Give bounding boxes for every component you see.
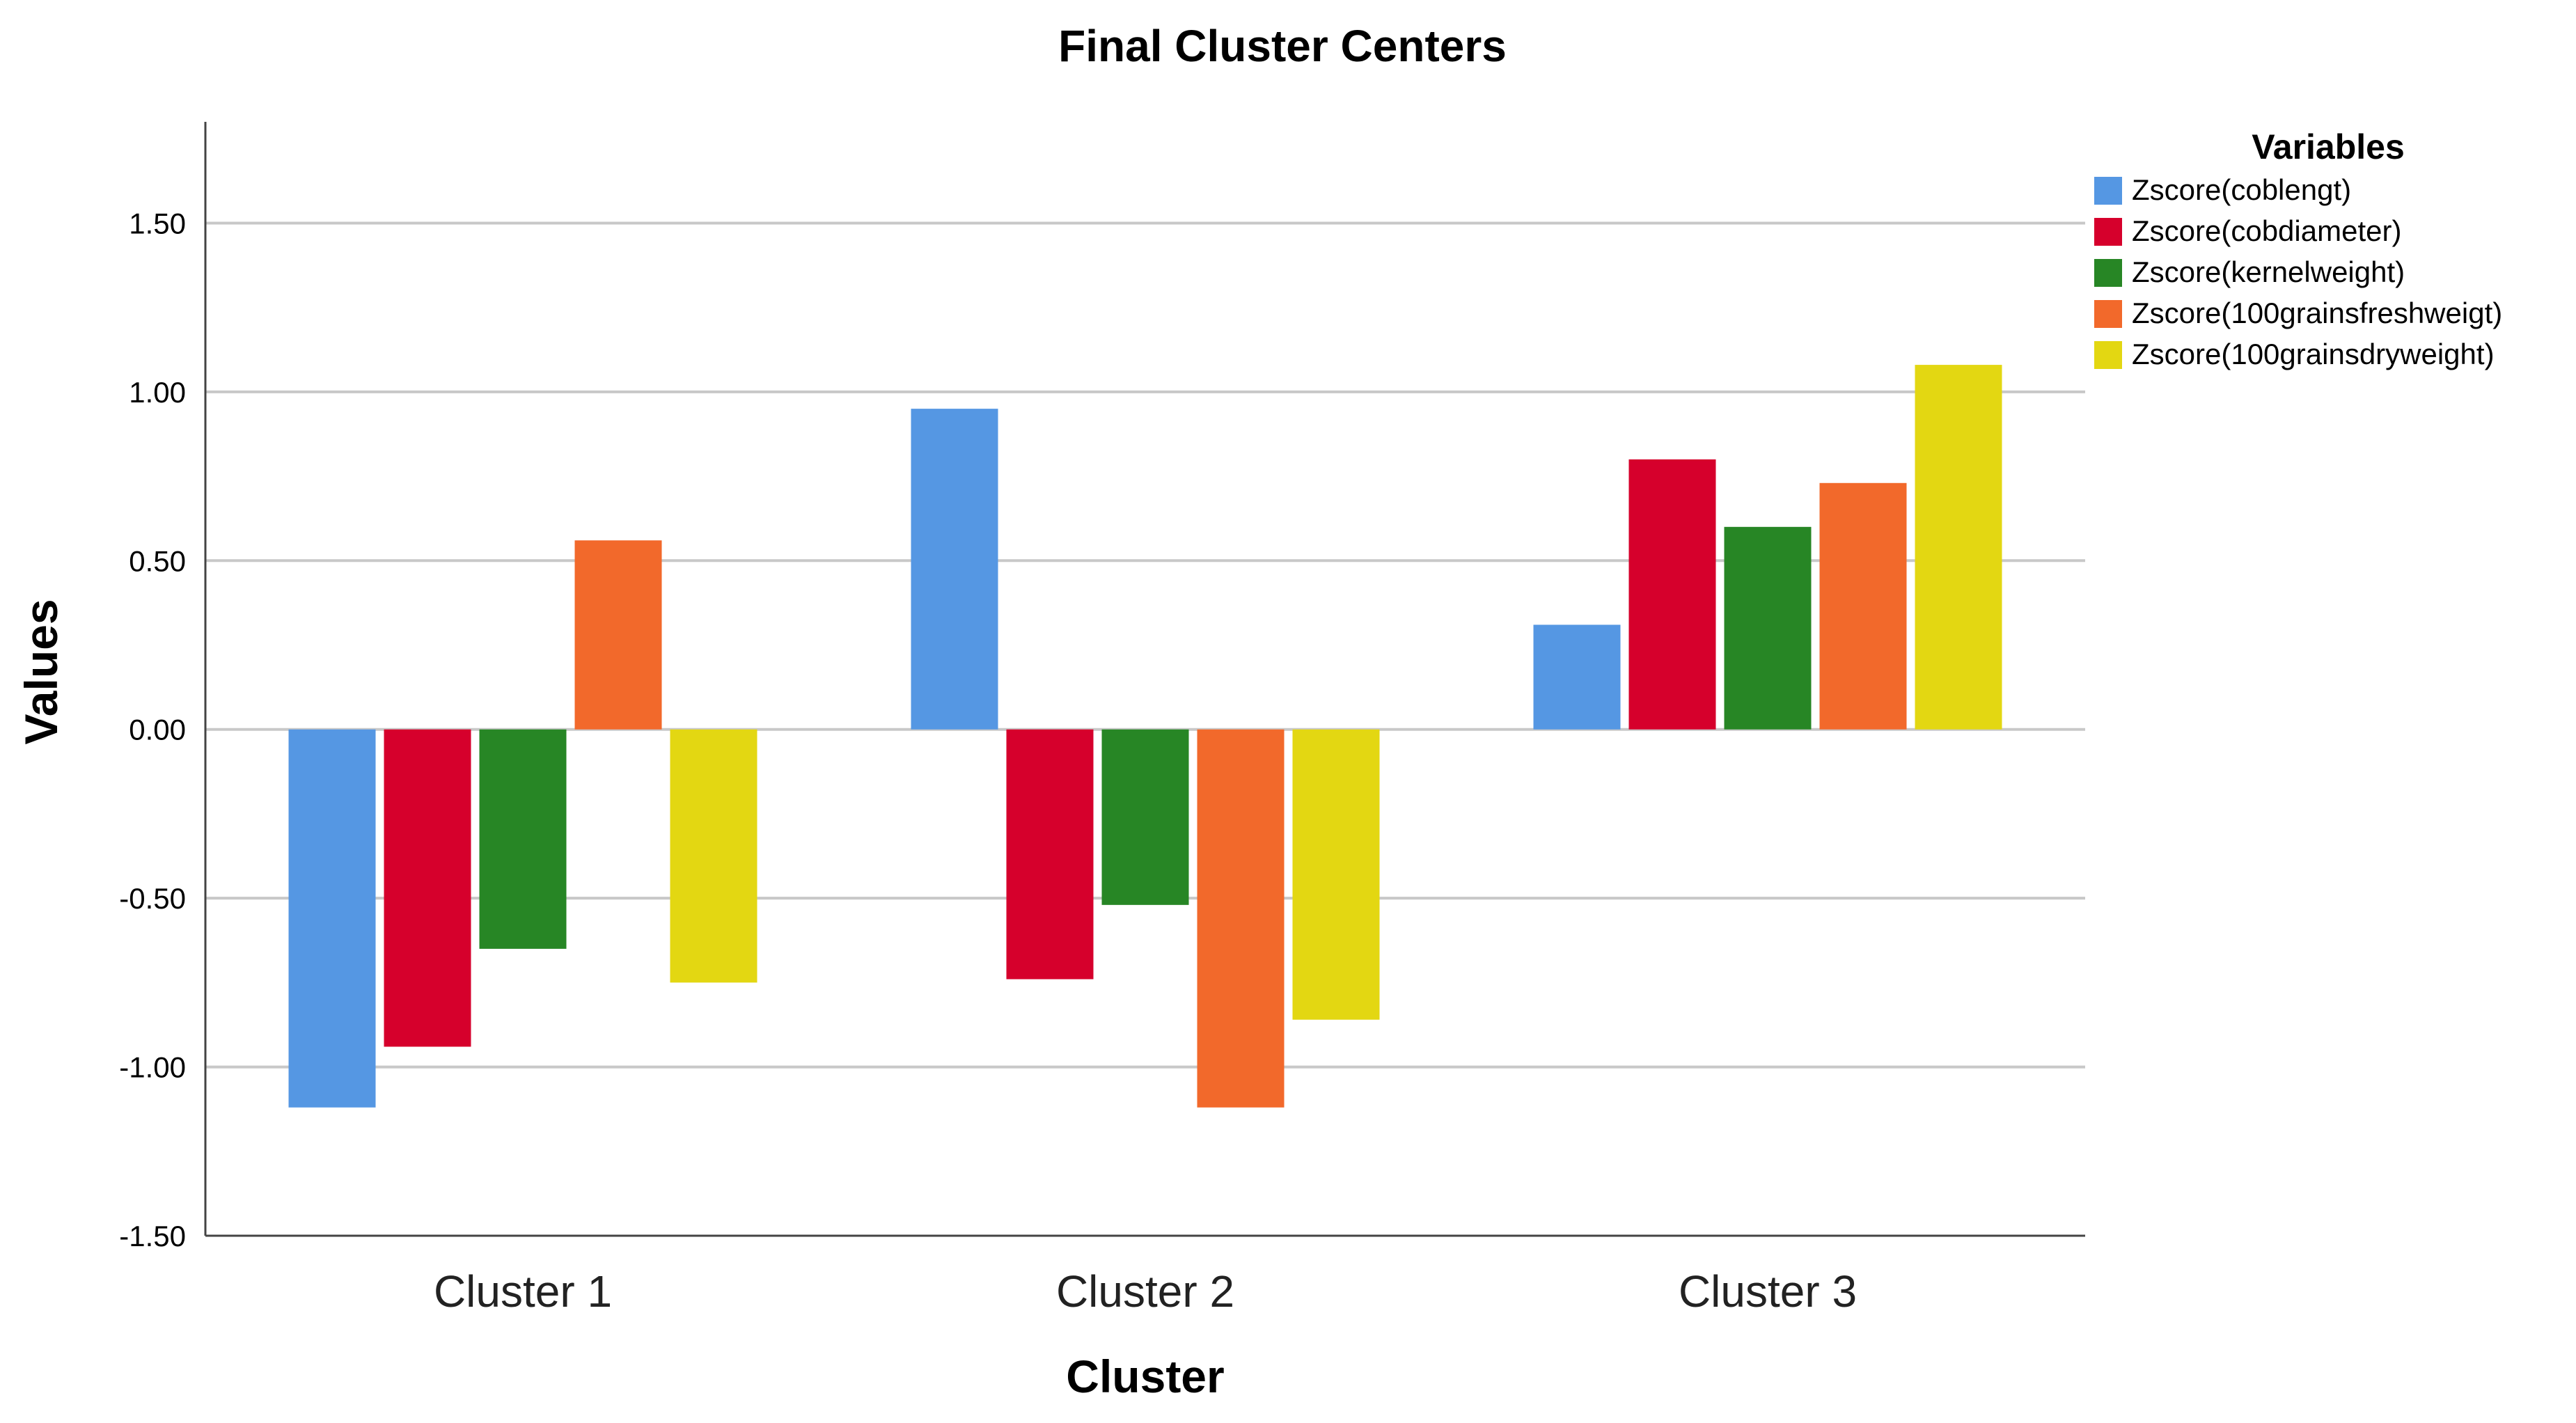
bar-zscore-100grainsdryweight-cluster-3 <box>1915 365 2002 730</box>
y-tick-label: 0.00 <box>129 714 186 746</box>
bar-zscore-100grainsdryweight-cluster-2 <box>1292 729 1380 1020</box>
bar-zscore-kernelweight-cluster-1 <box>479 729 567 949</box>
bars <box>288 365 2002 1108</box>
axes <box>204 122 2085 1237</box>
bar-zscore-100grainsfreshweigt-cluster-3 <box>1819 482 1907 730</box>
x-tick-label: Cluster 2 <box>1056 1266 1234 1316</box>
legend: Variables Zscore(coblengt) Zscore(cobdiam… <box>2094 127 2502 370</box>
legend-label: Zscore(coblengt) <box>2132 173 2351 206</box>
y-tick-labels: 1.50 1.00 0.50 0.00 -0.50 -1.00 -1.50 <box>119 207 186 1252</box>
bar-zscore-cobdiameter-cluster-1 <box>384 729 471 1047</box>
y-tick-label: -0.50 <box>119 882 186 915</box>
bar-zscore-coblengt-cluster-3 <box>1533 624 1621 730</box>
chart-title: Final Cluster Centers <box>1058 21 1507 71</box>
bar-zscore-coblengt-cluster-2 <box>911 409 998 730</box>
x-axis-title: Cluster <box>1066 1351 1224 1402</box>
bar-zscore-kernelweight-cluster-3 <box>1724 526 1812 730</box>
legend-swatch <box>2094 218 2122 246</box>
bar-zscore-cobdiameter-cluster-2 <box>1006 729 1094 980</box>
x-tick-label: Cluster 3 <box>1679 1266 1857 1316</box>
legend-swatch <box>2094 259 2122 287</box>
y-tick-label: -1.00 <box>119 1051 186 1084</box>
bar-zscore-100grainsfreshweigt-cluster-2 <box>1197 729 1285 1108</box>
y-tick-label: -1.50 <box>119 1220 186 1252</box>
legend-swatch <box>2094 300 2122 328</box>
legend-swatch <box>2094 177 2122 205</box>
legend-swatch <box>2094 341 2122 369</box>
legend-items: Zscore(coblengt) Zscore(cobdiameter) Zscor… <box>2094 173 2502 370</box>
bar-zscore-100grainsfreshweigt-cluster-1 <box>574 540 662 730</box>
legend-label: Zscore(100grainsdryweight) <box>2132 338 2495 370</box>
bar-zscore-100grainsdryweight-cluster-1 <box>670 729 757 983</box>
legend-label: Zscore(cobdiameter) <box>2132 214 2401 247</box>
bar-zscore-cobdiameter-cluster-3 <box>1628 459 1716 730</box>
bar-zscore-kernelweight-cluster-2 <box>1101 729 1189 905</box>
y-axis-title: Values <box>15 599 67 744</box>
y-tick-label: 1.00 <box>129 376 186 409</box>
legend-title: Variables <box>2252 127 2405 166</box>
y-tick-label: 0.50 <box>129 544 186 577</box>
x-tick-labels: Cluster 1 Cluster 2 Cluster 3 <box>434 1266 1857 1316</box>
bar-zscore-coblengt-cluster-1 <box>288 729 376 1108</box>
legend-label: Zscore(100grainsfreshweigt) <box>2132 297 2502 329</box>
x-tick-label: Cluster 1 <box>434 1266 612 1316</box>
legend-label: Zscore(kernelweight) <box>2132 255 2405 288</box>
y-tick-label: 1.50 <box>129 207 186 239</box>
